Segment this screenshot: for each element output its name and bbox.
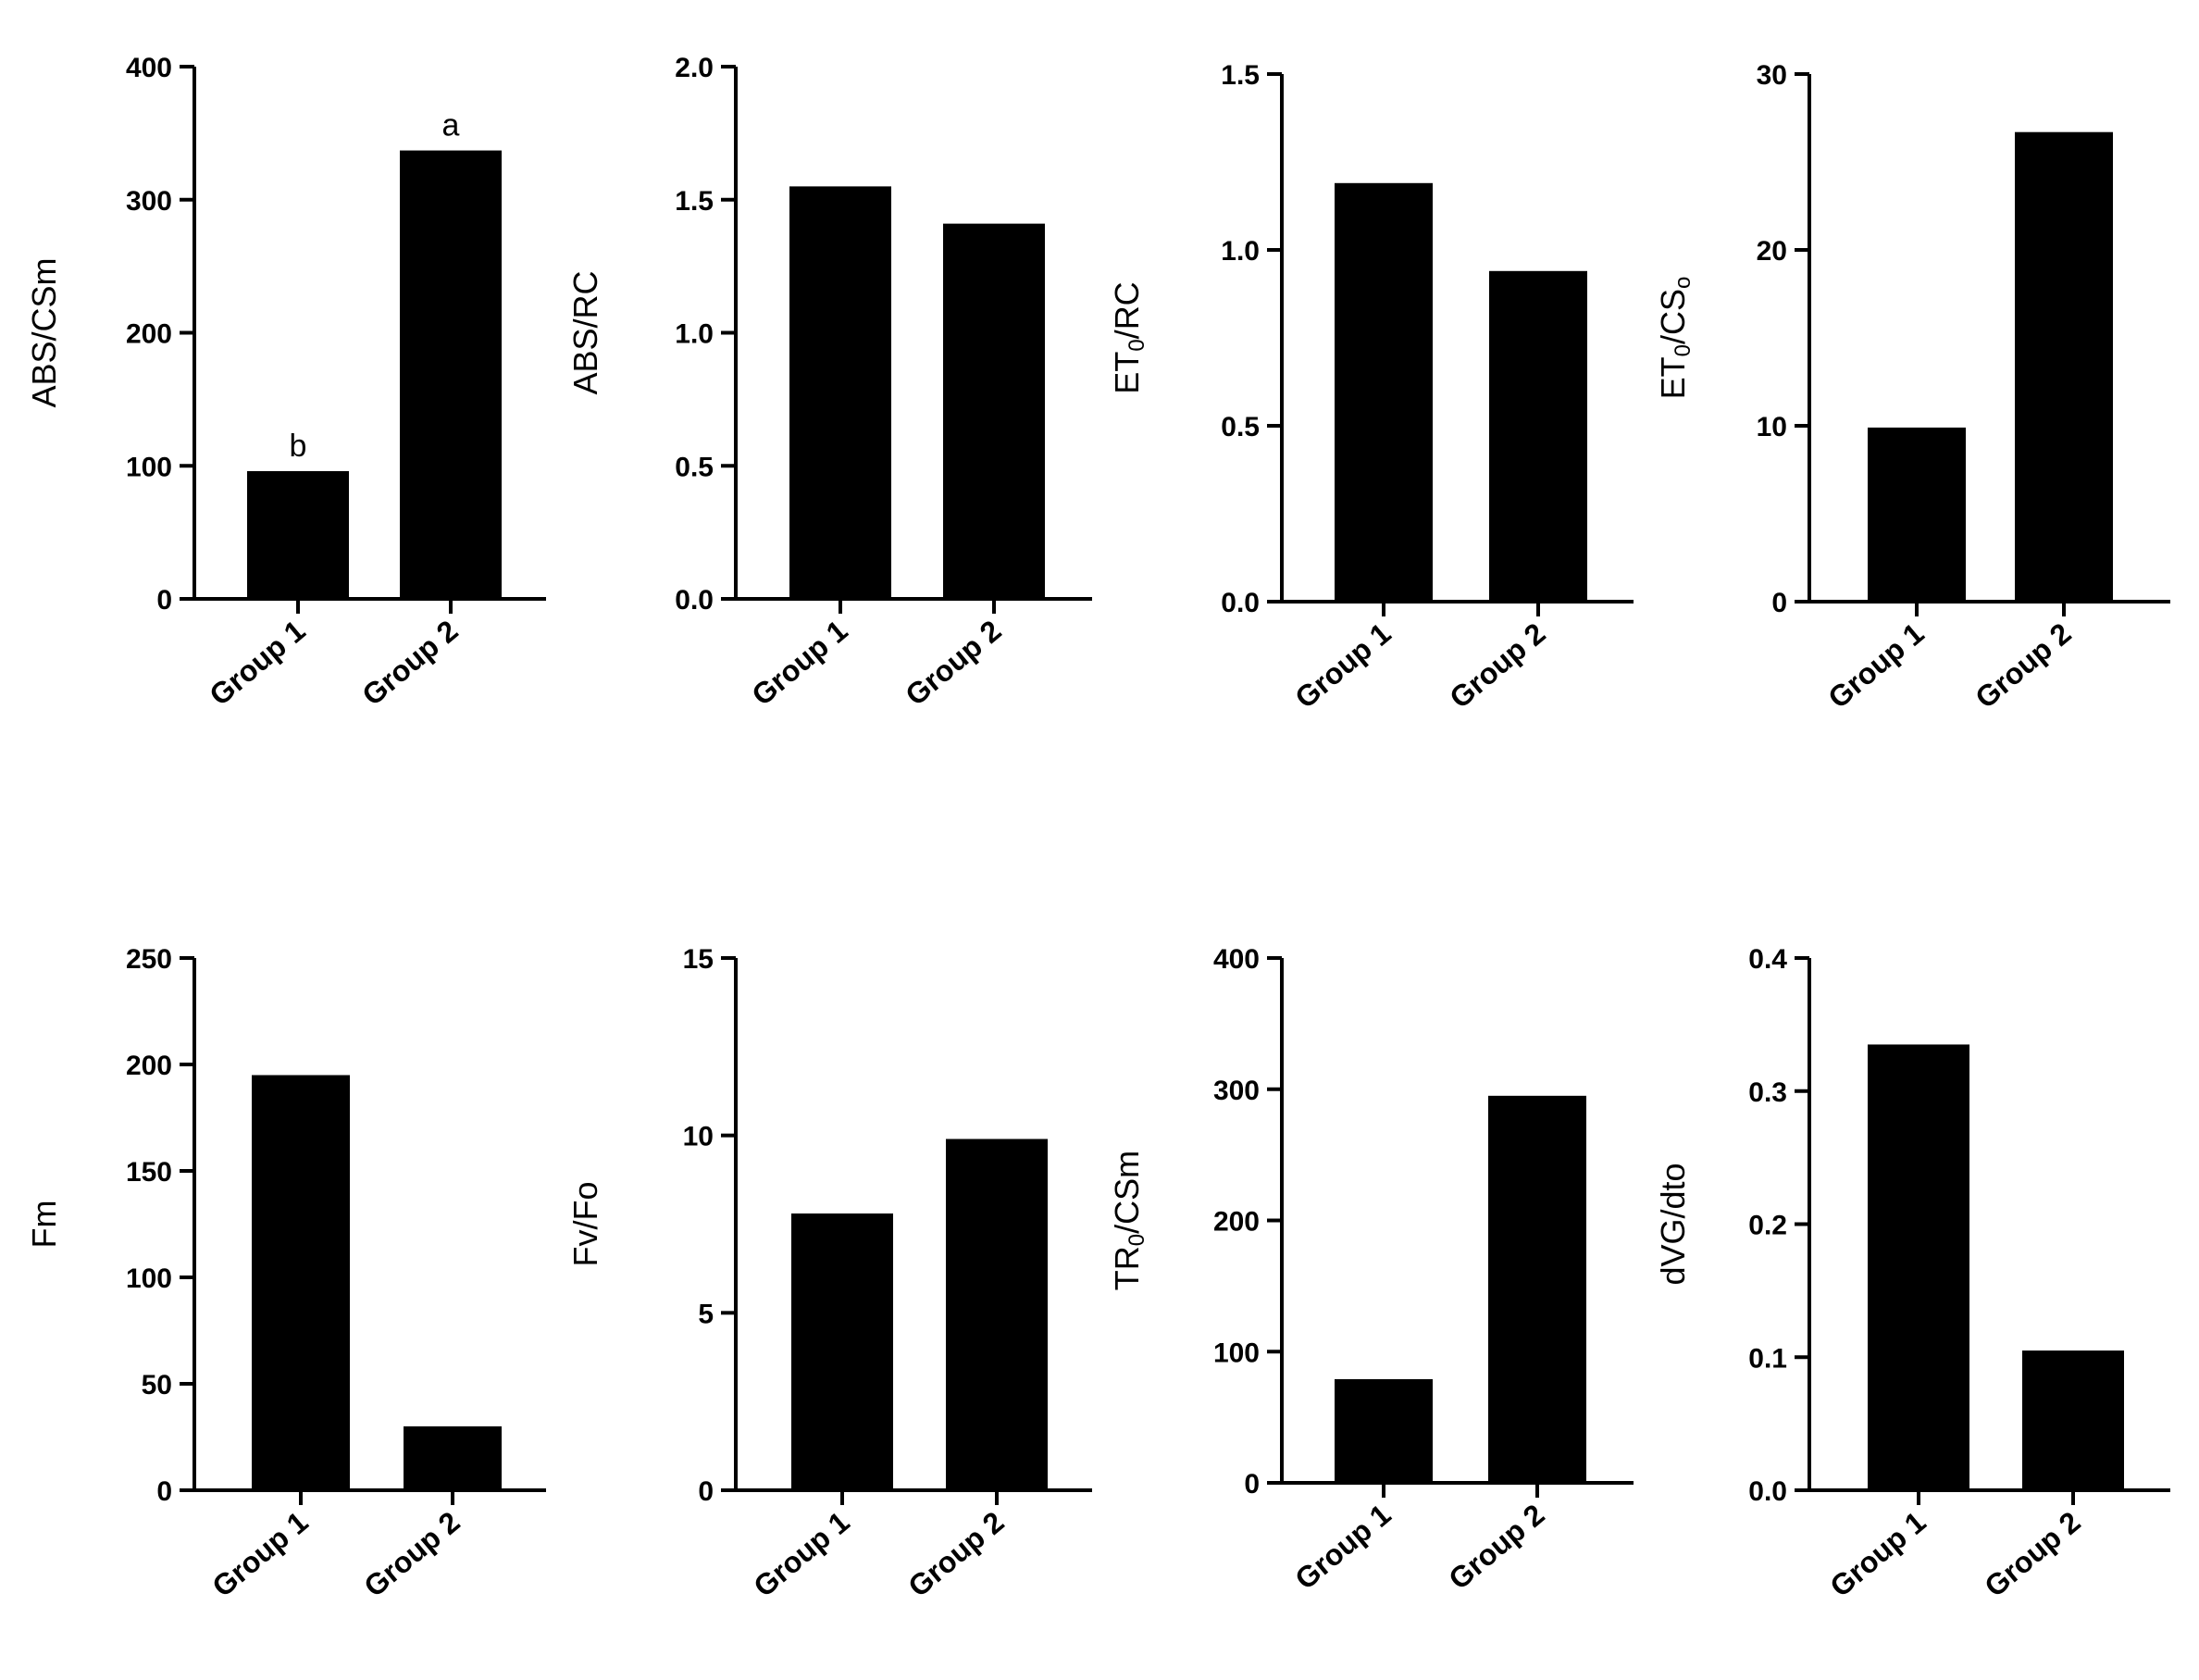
bar-1 <box>247 471 349 599</box>
chart-panel-3: 0.0 0.5 1.0 1.5 Group 1 Group 2 ET0/RC <box>1108 60 1634 715</box>
bar-2 <box>400 150 502 599</box>
y-axis-title-subscript: 0 <box>1124 1234 1149 1246</box>
y-tick-label: 100 <box>126 452 172 482</box>
y-tick-label: 0.5 <box>675 452 714 482</box>
x-category-label: Group 1 <box>747 1505 855 1603</box>
y-tick-label: 15 <box>683 944 714 975</box>
y-tick-label: 1.0 <box>1221 236 1260 267</box>
bar-significance-label: a <box>442 108 460 143</box>
x-category-label: Group 2 <box>901 1505 1010 1603</box>
y-axis-title: Fm <box>25 1201 63 1249</box>
y-axis-title: TR0/CSm <box>1108 1151 1149 1290</box>
bar-1 <box>1868 1044 1969 1490</box>
bar-2 <box>1488 1095 1586 1483</box>
x-category-label: Group 1 <box>205 1505 314 1603</box>
x-category-label: Group 2 <box>1978 1505 2086 1603</box>
y-axis-title-part: TR <box>1108 1246 1146 1290</box>
y-axis-title: dVG/dto <box>1654 1163 1692 1285</box>
x-category-label: Group 2 <box>355 614 464 712</box>
chart-panel-6: 0 5 10 15 Group 1 Group 2 Fv/Fo <box>566 944 1092 1603</box>
y-tick-label: 200 <box>126 319 172 350</box>
y-tick-label: 30 <box>1757 60 1787 91</box>
y-tick-label: 20 <box>1757 236 1787 267</box>
bar-1 <box>252 1075 350 1490</box>
y-tick-label: 300 <box>1213 1076 1260 1106</box>
x-category-label: Group 2 <box>357 1505 466 1603</box>
y-tick-label: 300 <box>126 186 172 217</box>
y-axis-title-part: ET <box>1108 352 1146 394</box>
chart-panel-2: 0.0 0.5 1.0 1.5 2.0 Group 1 Group 2 ABS/RC <box>566 53 1092 712</box>
y-tick-label: 0.1 <box>1748 1343 1787 1374</box>
x-category-label: Group 1 <box>203 614 311 712</box>
y-tick-label: 400 <box>126 53 172 83</box>
bar-significance-label: b <box>290 429 307 464</box>
y-tick-label: 0.3 <box>1748 1077 1787 1108</box>
chart-panel-1: 0 100 200 300 400 Group 1 Group 2 b a ABS/CSm <box>25 53 546 712</box>
bar-2 <box>2015 131 2113 602</box>
bar-1 <box>791 1213 893 1490</box>
y-tick-label: 150 <box>126 1157 172 1188</box>
y-axis-title-part: /CSm <box>1108 1151 1146 1234</box>
bar-1 <box>1335 1379 1433 1483</box>
y-axis-title-subscript: o <box>1671 277 1696 289</box>
bar-1 <box>1335 182 1433 603</box>
y-axis-title-part: /RC <box>1108 281 1146 339</box>
y-axis-title: ABS/CSm <box>25 257 63 407</box>
y-tick-label: 400 <box>1213 944 1260 975</box>
y-tick-label: 100 <box>126 1263 172 1294</box>
y-tick-label: 5 <box>698 1299 714 1329</box>
y-tick-label: 0.4 <box>1748 944 1787 975</box>
y-axis-title-subscript: 0 <box>1124 339 1149 351</box>
bar-2 <box>1489 270 1587 602</box>
bar-1 <box>1868 427 1966 602</box>
y-axis-title: ABS/RC <box>566 270 604 394</box>
x-category-label: Group 1 <box>1821 616 1930 715</box>
chart-panel-5: 0 50 100 150 200 250 Group 1 Group 2 Fm <box>25 944 546 1603</box>
y-axis-title-part: /CS <box>1654 289 1692 344</box>
x-category-label: Group 2 <box>899 614 1007 712</box>
y-tick-label: 200 <box>126 1051 172 1081</box>
x-category-label: Group 1 <box>1288 616 1397 715</box>
y-tick-label: 0 <box>1244 1469 1260 1500</box>
y-tick-label: 0 <box>156 585 172 616</box>
y-tick-label: 0.5 <box>1221 412 1260 442</box>
chart-panel-8: 0.0 0.1 0.2 0.3 0.4 Group 1 Group 2 dVG/dto <box>1654 944 2170 1603</box>
y-tick-label: 0.0 <box>1748 1476 1787 1507</box>
x-category-label: Group 1 <box>745 614 853 712</box>
x-category-label: Group 2 <box>1442 1498 1550 1596</box>
y-tick-label: 0.0 <box>1221 588 1260 618</box>
y-axis-title: ET0/RC <box>1108 281 1149 393</box>
y-tick-label: 1.5 <box>1221 60 1260 91</box>
y-axis-title-subscript: 0 <box>1671 344 1696 356</box>
y-tick-label: 0 <box>1771 588 1787 618</box>
y-tick-label: 200 <box>1213 1207 1260 1238</box>
bar-1 <box>789 186 891 599</box>
x-category-label: Group 2 <box>1969 616 2077 715</box>
x-category-label: Group 2 <box>1443 616 1551 715</box>
y-tick-label: 0.0 <box>675 585 714 616</box>
y-tick-label: 2.0 <box>675 53 714 83</box>
y-tick-label: 100 <box>1213 1338 1260 1368</box>
x-category-label: Group 1 <box>1288 1498 1397 1596</box>
x-category-label: Group 1 <box>1823 1505 1932 1603</box>
y-tick-label: 0 <box>156 1476 172 1507</box>
y-tick-label: 1.0 <box>675 319 714 350</box>
bar-2 <box>946 1139 1048 1490</box>
y-tick-label: 10 <box>683 1122 714 1152</box>
y-tick-label: 0 <box>698 1476 714 1507</box>
y-tick-label: 250 <box>126 944 172 975</box>
y-axis-title-part: ET <box>1654 356 1692 399</box>
y-tick-label: 50 <box>142 1370 172 1400</box>
bar-2 <box>2022 1350 2124 1490</box>
y-axis-title: Fv/Fo <box>566 1181 604 1266</box>
bar-2 <box>943 223 1045 599</box>
y-tick-label: 0.2 <box>1748 1211 1787 1241</box>
y-tick-label: 10 <box>1757 412 1787 442</box>
y-tick-label: 1.5 <box>675 186 714 217</box>
bar-2 <box>404 1426 502 1490</box>
y-axis-title: ET0/CSo <box>1654 277 1696 400</box>
